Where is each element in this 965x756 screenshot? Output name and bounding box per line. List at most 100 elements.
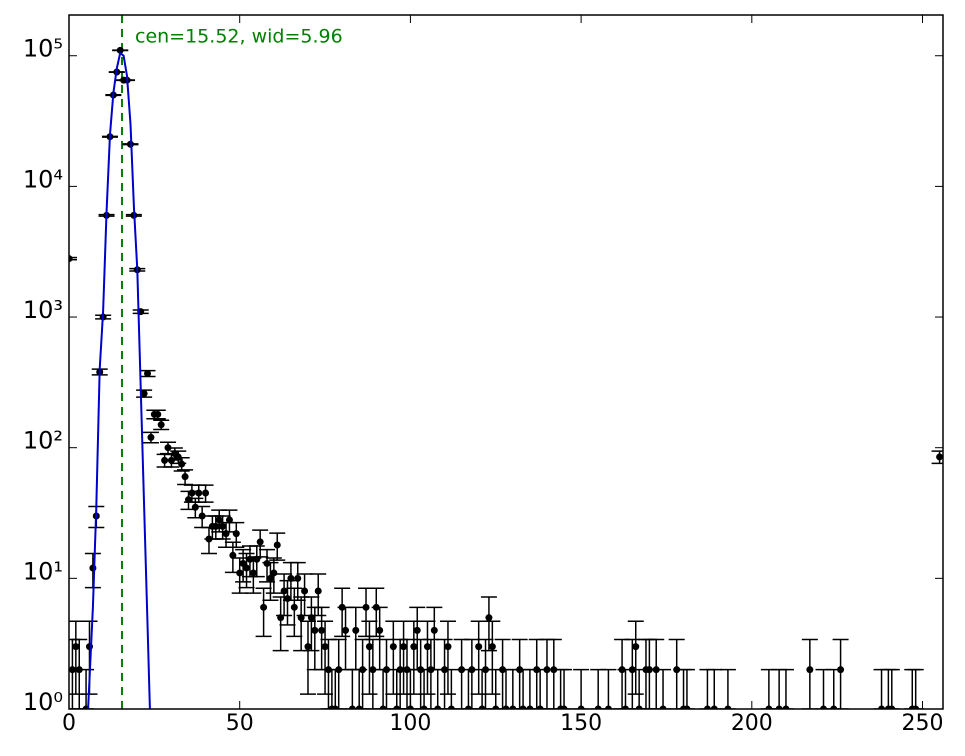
plot-frame xyxy=(68,14,944,710)
data-point xyxy=(430,626,438,634)
data-point xyxy=(270,569,278,577)
y-tick-label: 10⁴ xyxy=(23,165,63,193)
data-point xyxy=(703,705,711,709)
data-point xyxy=(362,603,370,611)
data-point xyxy=(724,705,732,709)
data-point xyxy=(154,410,162,418)
data-point xyxy=(379,705,387,709)
data-point xyxy=(621,705,629,709)
data-point xyxy=(659,705,667,709)
data-point xyxy=(140,389,148,397)
data-point xyxy=(389,643,397,651)
data-point xyxy=(359,666,367,674)
data-point xyxy=(806,666,814,674)
data-point xyxy=(604,705,612,709)
data-point xyxy=(478,705,486,709)
data-point xyxy=(475,643,483,651)
data-point xyxy=(294,574,302,582)
data-point xyxy=(280,587,288,595)
data-point xyxy=(69,666,76,674)
data-point xyxy=(311,626,319,634)
data-point xyxy=(266,574,274,582)
data-point xyxy=(219,522,227,530)
data-point xyxy=(492,705,500,709)
annotation: cen=15.52, wid=5.96 xyxy=(135,26,343,48)
data-point xyxy=(290,603,298,611)
data-point xyxy=(157,421,165,429)
data-point xyxy=(400,643,408,651)
data-point xyxy=(888,705,896,709)
data-point xyxy=(830,705,838,709)
data-point xyxy=(225,516,233,524)
data-point xyxy=(174,453,182,461)
data-point xyxy=(236,569,244,577)
data-point xyxy=(348,705,356,709)
data-point xyxy=(116,46,124,54)
data-point xyxy=(410,643,418,651)
y-tick-label: 10⁰ xyxy=(23,688,63,716)
data-point xyxy=(488,643,496,651)
data-point xyxy=(820,705,828,709)
data-point xyxy=(434,705,442,709)
data-point xyxy=(331,705,339,709)
plot-area xyxy=(69,15,943,709)
data-point xyxy=(263,559,271,567)
data-point xyxy=(229,551,237,559)
data-point xyxy=(502,705,510,709)
data-point xyxy=(181,473,189,481)
data-point xyxy=(878,705,886,709)
data-point xyxy=(304,643,312,651)
fit-line xyxy=(87,51,151,709)
data-point xyxy=(256,538,264,546)
data-point xyxy=(188,489,196,497)
data-point xyxy=(837,666,845,674)
data-point xyxy=(195,489,203,497)
data-point xyxy=(321,643,329,651)
data-point xyxy=(413,626,421,634)
data-point xyxy=(314,587,322,595)
data-point xyxy=(318,626,326,634)
data-point xyxy=(632,643,640,651)
data-point xyxy=(912,705,920,709)
data-point xyxy=(342,626,350,634)
data-point xyxy=(232,530,240,538)
data-point xyxy=(249,569,257,577)
y-tick-label: 10² xyxy=(23,427,63,455)
data-point xyxy=(365,643,373,651)
x-tick-label: 0 xyxy=(62,711,76,736)
data-point xyxy=(243,564,251,572)
data-point xyxy=(260,603,268,611)
data-point xyxy=(352,626,360,634)
data-point xyxy=(710,705,718,709)
y-tick-label: 10¹ xyxy=(23,557,63,585)
data-point xyxy=(273,541,281,549)
data-point xyxy=(355,705,363,709)
data-point xyxy=(383,666,391,674)
x-tick-label: 50 xyxy=(226,711,254,736)
data-point xyxy=(147,433,155,441)
data-point xyxy=(635,705,643,709)
data-point xyxy=(519,705,527,709)
data-point xyxy=(765,705,773,709)
data-point xyxy=(72,643,80,651)
data-point xyxy=(89,564,97,572)
data-point xyxy=(594,705,602,709)
data-point xyxy=(526,705,534,709)
y-tick-label: 10⁵ xyxy=(23,35,63,63)
x-tick-label: 200 xyxy=(731,711,773,736)
data-point xyxy=(936,453,943,461)
data-point xyxy=(69,255,73,263)
data-point xyxy=(447,705,455,709)
x-tick-label: 100 xyxy=(389,711,431,736)
data-point xyxy=(782,705,790,709)
data-point xyxy=(775,705,783,709)
data-point xyxy=(287,574,295,582)
data-point xyxy=(191,503,199,511)
data-point xyxy=(468,666,476,674)
data-point xyxy=(161,456,169,464)
data-point xyxy=(284,595,291,603)
data-point xyxy=(144,369,152,377)
data-point xyxy=(396,666,404,674)
